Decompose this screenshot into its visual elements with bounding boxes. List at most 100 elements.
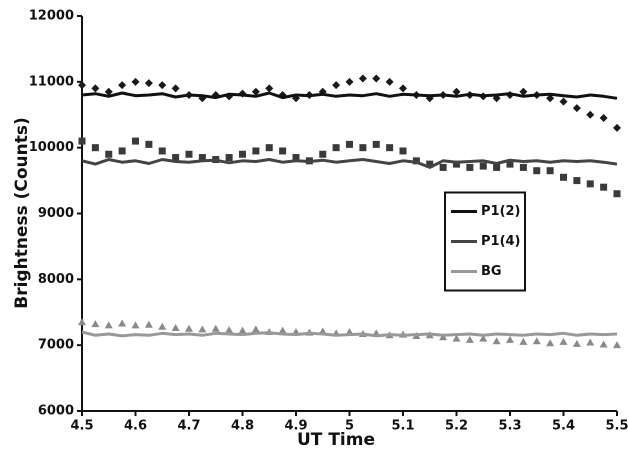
marker bbox=[479, 162, 487, 170]
legend-label: P1(4) bbox=[481, 234, 521, 249]
marker bbox=[399, 84, 407, 93]
y-tick-label: 12000 bbox=[29, 9, 74, 24]
x-tick-label: 4.8 bbox=[231, 419, 254, 434]
marker bbox=[559, 337, 568, 345]
marker bbox=[105, 150, 113, 158]
marker bbox=[385, 77, 394, 86]
line bbox=[81, 158, 618, 169]
x-tick-label: 5.3 bbox=[498, 419, 521, 434]
marker bbox=[559, 97, 568, 106]
marker bbox=[118, 81, 127, 90]
marker bbox=[238, 326, 247, 334]
marker bbox=[78, 137, 86, 145]
marker bbox=[319, 150, 327, 158]
marker bbox=[573, 177, 581, 185]
marker bbox=[251, 87, 260, 96]
line bbox=[81, 330, 618, 338]
marker bbox=[452, 334, 461, 342]
marker bbox=[78, 81, 86, 90]
marker bbox=[104, 321, 113, 329]
y-tick-label: 7000 bbox=[38, 338, 74, 353]
x-tick-label: 5.2 bbox=[445, 419, 468, 434]
marker bbox=[493, 163, 501, 171]
marker bbox=[239, 150, 246, 158]
marker bbox=[131, 77, 140, 86]
legend-label: P1(2) bbox=[481, 204, 521, 219]
marker bbox=[546, 167, 554, 175]
marker bbox=[251, 325, 260, 333]
marker bbox=[131, 321, 140, 329]
legend-label: BG bbox=[481, 264, 502, 279]
x-tick-label: 5.1 bbox=[391, 419, 414, 434]
marker bbox=[560, 173, 567, 181]
x-tick-label: 5.4 bbox=[552, 419, 575, 434]
y-tick-label: 10000 bbox=[29, 140, 74, 155]
marker bbox=[171, 84, 180, 93]
marker bbox=[118, 319, 127, 327]
y-tick-label: 9000 bbox=[38, 206, 74, 221]
marker bbox=[386, 144, 394, 152]
marker bbox=[172, 154, 180, 162]
marker bbox=[359, 144, 367, 152]
marker bbox=[118, 147, 126, 155]
marker bbox=[439, 163, 447, 171]
marker bbox=[158, 322, 167, 330]
marker bbox=[372, 140, 380, 148]
marker bbox=[278, 326, 287, 334]
marker bbox=[399, 147, 407, 155]
marker bbox=[332, 144, 340, 152]
y-tick-label: 6000 bbox=[38, 404, 74, 419]
y-axis-title: Brightness (Counts) bbox=[12, 117, 32, 309]
marker bbox=[506, 335, 514, 343]
marker bbox=[345, 77, 354, 86]
marker bbox=[586, 338, 595, 346]
marker bbox=[372, 74, 381, 83]
marker bbox=[78, 318, 86, 326]
y-tick-label: 8000 bbox=[38, 272, 74, 287]
marker bbox=[600, 183, 608, 191]
marker bbox=[185, 150, 193, 158]
marker bbox=[586, 180, 594, 188]
marker bbox=[613, 190, 621, 198]
marker bbox=[91, 144, 99, 152]
marker bbox=[252, 147, 260, 155]
marker bbox=[225, 154, 233, 162]
x-tick-label: 5 bbox=[345, 419, 354, 434]
marker bbox=[426, 160, 434, 168]
x-tick-label: 4.9 bbox=[284, 419, 307, 434]
marker bbox=[332, 81, 341, 90]
marker bbox=[546, 94, 555, 103]
marker bbox=[198, 325, 207, 333]
marker bbox=[279, 147, 287, 155]
x-tick-label: 4.5 bbox=[70, 419, 93, 434]
marker bbox=[519, 337, 528, 345]
marker bbox=[492, 337, 501, 345]
x-tick-label: 4.7 bbox=[177, 419, 200, 434]
line bbox=[81, 91, 618, 100]
marker bbox=[225, 326, 234, 334]
y-tick-label: 11000 bbox=[29, 74, 74, 89]
x-tick-label: 5.5 bbox=[605, 419, 628, 434]
marker bbox=[158, 147, 166, 155]
marker bbox=[91, 84, 100, 93]
marker bbox=[158, 81, 167, 90]
marker bbox=[144, 320, 153, 328]
marker bbox=[171, 324, 180, 332]
marker bbox=[506, 160, 514, 168]
marker bbox=[533, 167, 541, 175]
marker bbox=[185, 324, 193, 332]
marker bbox=[91, 320, 100, 328]
marker bbox=[519, 163, 527, 171]
marker bbox=[144, 79, 153, 88]
marker bbox=[346, 140, 353, 148]
marker bbox=[104, 87, 113, 96]
marker bbox=[599, 114, 608, 123]
marker bbox=[211, 324, 220, 332]
marker bbox=[532, 337, 541, 345]
marker bbox=[599, 340, 608, 348]
x-axis-title: UT Time bbox=[297, 430, 375, 450]
marker bbox=[466, 163, 474, 171]
marker bbox=[586, 110, 595, 119]
marker bbox=[613, 341, 621, 349]
